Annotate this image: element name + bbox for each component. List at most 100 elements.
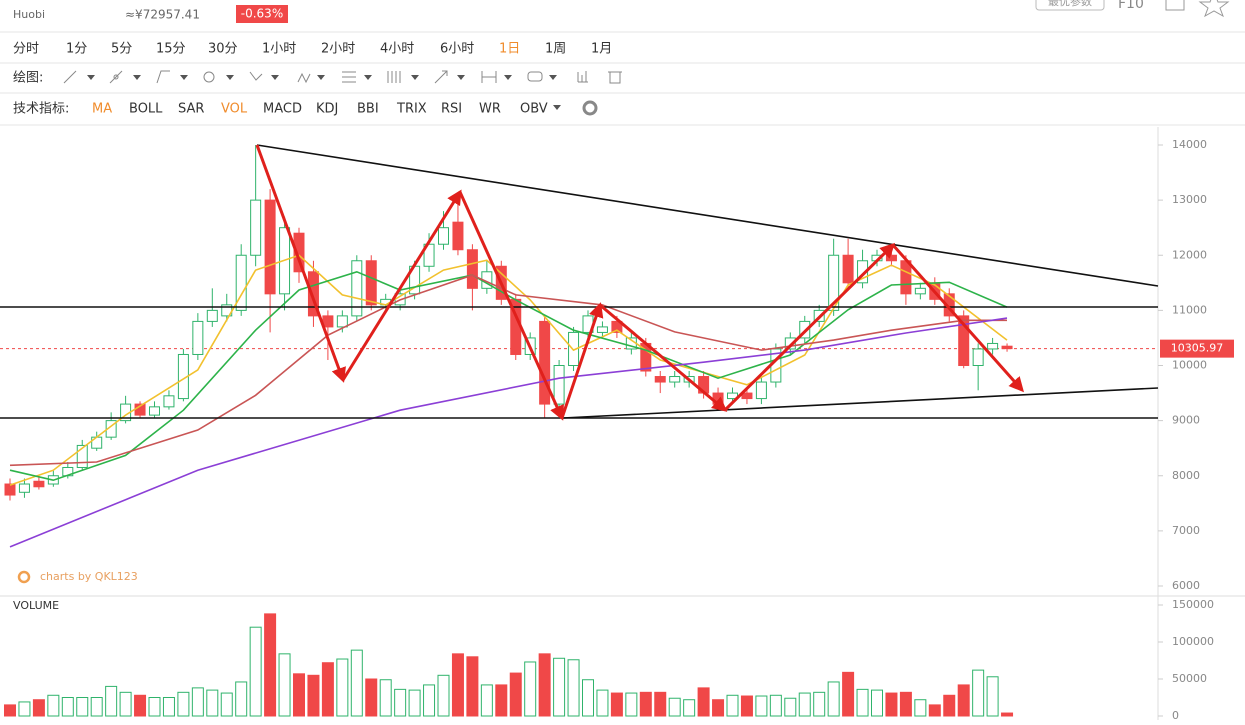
y-tick-label: 7000 <box>1172 524 1200 537</box>
period-tab[interactable]: 5分 <box>111 42 132 57</box>
volume-bar <box>871 689 883 717</box>
candle-body <box>235 254 247 311</box>
volume-bar <box>755 695 768 717</box>
volume-bar <box>1001 712 1014 717</box>
period-tab[interactable]: 15分 <box>156 42 186 57</box>
button-label[interactable]: 最优参数 <box>1048 0 1092 8</box>
caret <box>133 75 141 80</box>
candle-body <box>18 483 30 493</box>
caret <box>553 105 561 110</box>
indicator-tab[interactable]: KDJ <box>316 102 338 117</box>
period-tab[interactable]: 1日 <box>499 42 520 57</box>
volume-bar <box>278 653 291 717</box>
caret <box>549 75 557 80</box>
caret <box>87 75 95 80</box>
volume-bar <box>914 699 927 717</box>
indicator-tab[interactable]: OBV <box>520 102 548 117</box>
y-tick-label: 11000 <box>1172 303 1207 316</box>
volume-bar <box>148 697 161 717</box>
volume-bar <box>856 688 869 717</box>
change-badge <box>236 5 288 23</box>
indicator-tab[interactable]: WR <box>479 102 501 117</box>
period-tab[interactable]: 30分 <box>208 42 238 57</box>
candle-body <box>293 232 305 273</box>
volume-bar <box>943 694 956 717</box>
volume-bar <box>683 699 696 717</box>
indicator-tab[interactable]: MA <box>92 102 112 117</box>
period-tab[interactable]: 1周 <box>545 42 566 57</box>
volume-bar <box>336 658 349 717</box>
period-tab[interactable]: 1小时 <box>262 42 296 57</box>
y-tick-label: 0 <box>1172 709 1179 722</box>
indicator-label: 技术指标: <box>13 102 69 117</box>
indicator-tab[interactable]: TRIX <box>396 102 427 117</box>
candle-body <box>741 392 753 400</box>
volume-bar <box>220 692 233 717</box>
indicator-tab[interactable]: SAR <box>178 102 204 117</box>
y-tick-label: 9000 <box>1172 414 1200 427</box>
period-tab[interactable]: 4小时 <box>380 42 414 57</box>
volume-bar <box>740 695 753 717</box>
f10[interactable]: F10 <box>1118 0 1144 12</box>
indicator-tab[interactable]: BOLL <box>129 102 163 117</box>
candle-body <box>105 420 117 438</box>
volume-bar <box>61 697 74 717</box>
volume-bar <box>90 697 103 717</box>
volume-bar <box>784 697 797 717</box>
candle-body <box>206 309 218 322</box>
volume-bar <box>293 673 305 717</box>
volume-bar <box>813 691 826 717</box>
indicator-tab[interactable]: RSI <box>441 102 462 117</box>
indicator-tab[interactable]: MACD <box>263 102 302 117</box>
period-tab[interactable]: 2小时 <box>321 42 355 57</box>
pattern-arrows <box>255 144 1024 421</box>
volume-bar <box>47 694 60 717</box>
candle-body <box>885 254 897 262</box>
y-tick-label: 12000 <box>1172 248 1207 261</box>
last-price-box <box>1160 339 1234 358</box>
ma-line <box>9 254 1008 486</box>
caret <box>317 75 325 80</box>
indicator-tab[interactable]: BBI <box>357 102 379 117</box>
volume-bar <box>105 685 118 717</box>
candle-body <box>76 444 88 468</box>
expand-icon[interactable] <box>1165 0 1185 11</box>
watermark: charts by QKL123 <box>40 570 138 583</box>
candle-body <box>149 406 160 416</box>
candle-body <box>669 376 681 383</box>
y-tick-label: 8000 <box>1172 469 1200 482</box>
caret <box>226 75 234 80</box>
period-tab[interactable]: 1分 <box>66 42 87 57</box>
button[interactable] <box>1035 0 1105 11</box>
volume-bar <box>437 674 450 717</box>
volume-bar <box>625 692 638 717</box>
caret <box>504 75 512 80</box>
volume-bar <box>162 697 175 717</box>
period-tab[interactable]: 分时 <box>13 42 39 57</box>
star-icon[interactable] <box>1198 0 1230 18</box>
candle-body <box>264 199 276 295</box>
candle-body <box>351 260 363 317</box>
period-tab[interactable]: 1月 <box>591 42 612 57</box>
candle-body <box>914 287 926 295</box>
settings-icon[interactable] <box>582 100 598 116</box>
volume-bar <box>596 689 609 717</box>
candle-body <box>611 320 623 333</box>
candle-body <box>365 260 377 306</box>
indicator-tab[interactable]: VOL <box>221 102 248 117</box>
volume-bar <box>972 669 985 717</box>
candle-body <box>972 348 984 366</box>
period-tab[interactable]: 6小时 <box>440 42 474 57</box>
volume-bar <box>495 684 508 717</box>
volume-bar <box>697 687 710 717</box>
volume-bar <box>553 657 566 717</box>
volume-bar <box>610 692 623 717</box>
volume-bar <box>582 679 594 717</box>
candle-body <box>4 483 16 496</box>
volume-bar <box>76 697 89 717</box>
caret <box>411 75 419 80</box>
volume-bar <box>249 626 262 717</box>
caret <box>180 75 188 80</box>
watermark-logo <box>17 570 31 584</box>
